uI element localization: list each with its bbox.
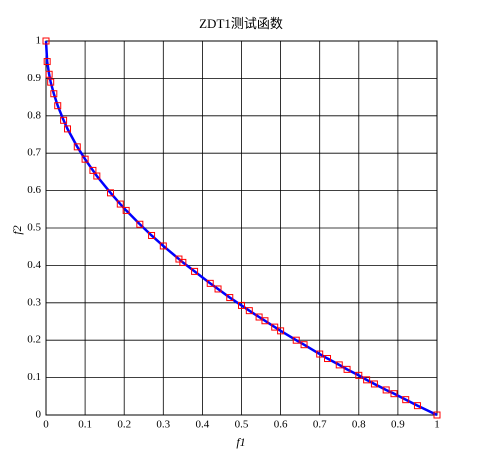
y-tick-label: 0.1 (27, 371, 41, 383)
y-tick-label: 0.5 (27, 222, 41, 234)
y-tick-label: 0.6 (27, 184, 41, 196)
x-tick-label: 0.2 (117, 419, 131, 431)
data-marker (277, 327, 285, 335)
data-marker (324, 355, 332, 363)
axes-box (45, 40, 438, 416)
data-marker (89, 166, 97, 174)
x-tick-label: 0.5 (235, 419, 249, 431)
data-marker (148, 231, 156, 239)
data-marker (47, 78, 55, 86)
data-marker (122, 206, 130, 214)
x-tick-label: 0.9 (391, 419, 405, 431)
data-marker (45, 70, 53, 78)
data-marker (191, 267, 199, 275)
data-marker (335, 361, 343, 369)
data-marker (226, 294, 234, 302)
y-tick-label: 0 (36, 409, 42, 421)
data-marker (73, 143, 81, 151)
data-marker (382, 386, 390, 394)
data-marker (343, 365, 351, 373)
x-tick-label: 0.4 (196, 419, 210, 431)
data-marker (93, 172, 101, 180)
data-marker (402, 396, 410, 404)
x-tick-label: 1 (434, 419, 440, 431)
data-marker (316, 350, 324, 358)
data-marker (54, 102, 62, 110)
data-marker (390, 390, 398, 398)
y-axis-label: f2 (10, 225, 24, 234)
data-marker (433, 411, 441, 419)
data-marker (355, 371, 363, 379)
data-marker (179, 258, 187, 266)
data-marker (370, 380, 378, 388)
y-tick-label: 0.7 (27, 147, 41, 159)
x-tick-label: 0.7 (313, 419, 327, 431)
y-tick-label: 0.4 (27, 259, 41, 271)
data-marker (261, 317, 269, 325)
data-marker (116, 200, 124, 208)
y-tick-label: 0.9 (27, 72, 41, 84)
data-marker (300, 341, 308, 349)
data-marker (255, 313, 263, 321)
data-marker (363, 376, 371, 384)
data-marker (214, 285, 222, 293)
x-tick-label: 0.6 (274, 419, 288, 431)
data-marker (238, 301, 245, 309)
data-marker (159, 242, 167, 250)
data-marker (136, 220, 144, 228)
x-axis-label: f1 (236, 435, 245, 449)
y-tick-label: 0.3 (27, 296, 41, 308)
y-tick-label: 0.2 (27, 334, 41, 346)
data-marker (43, 58, 51, 66)
y-tick-label: 1 (36, 35, 42, 47)
data-marker (413, 402, 421, 410)
x-tick-label: 0.1 (78, 419, 92, 431)
data-marker (107, 189, 115, 197)
x-tick-label: 0 (43, 419, 49, 431)
x-tick-label: 0.8 (352, 419, 366, 431)
data-marker (206, 279, 214, 287)
data-marker (292, 336, 300, 344)
chart-title: ZDT1测试函数 (199, 16, 283, 31)
x-tick-label: 0.3 (156, 419, 170, 431)
data-marker (64, 125, 72, 133)
data-marker (245, 307, 253, 315)
data-marker (42, 37, 50, 45)
data-marker (271, 323, 279, 331)
y-tick-label: 0.8 (27, 109, 41, 121)
data-marker (50, 90, 58, 98)
data-marker (81, 155, 89, 163)
data-marker (60, 116, 68, 124)
